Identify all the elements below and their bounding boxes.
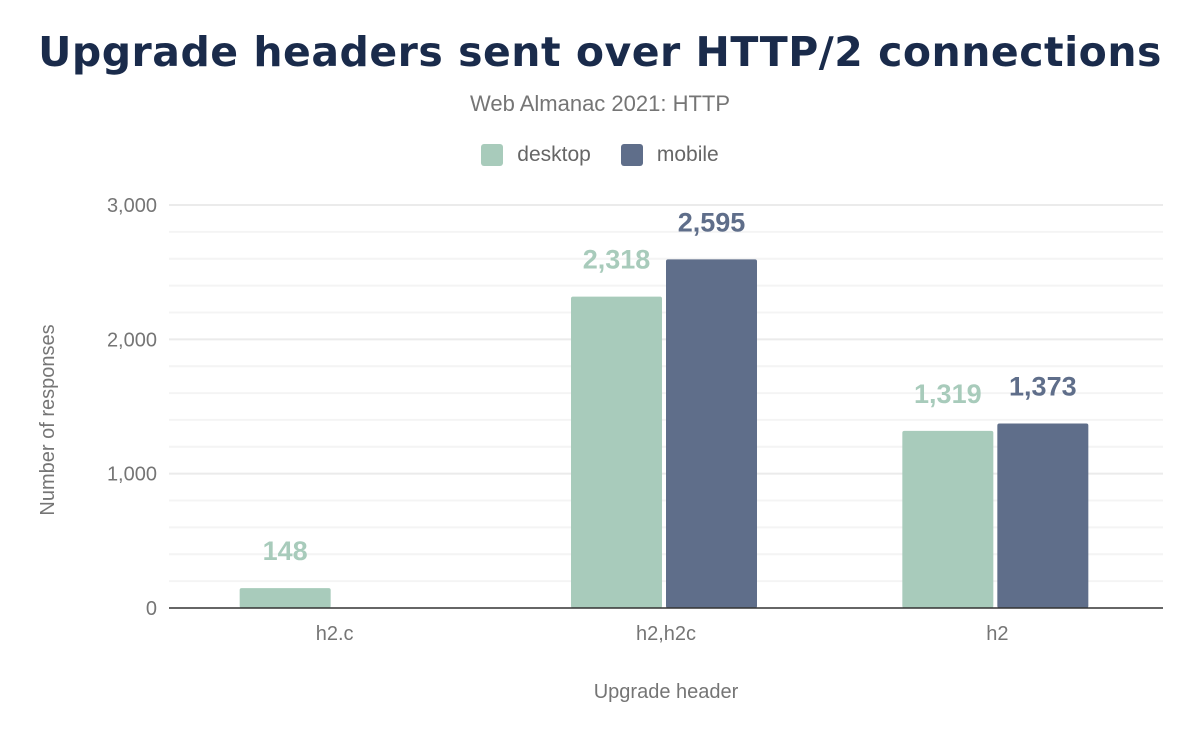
legend: desktop mobile bbox=[0, 143, 1200, 167]
bar-mobile-h2,h2c bbox=[666, 259, 757, 608]
y-tick-label: 1,000 bbox=[107, 464, 157, 486]
y-tick-label: 0 bbox=[146, 598, 157, 620]
x-tick-label: h2.c bbox=[316, 623, 354, 645]
bar-desktop-h2.c bbox=[239, 588, 331, 608]
data-label-mobile: 1,373 bbox=[1009, 372, 1077, 402]
bar-desktop-h2 bbox=[902, 430, 994, 608]
legend-label-desktop: desktop bbox=[517, 143, 591, 166]
bar-desktop-h2,h2c bbox=[571, 296, 662, 608]
legend-label-mobile: mobile bbox=[656, 143, 719, 166]
data-label-desktop: 148 bbox=[263, 536, 308, 566]
legend-item-mobile[interactable]: mobile bbox=[620, 143, 719, 167]
legend-swatch-desktop bbox=[481, 144, 504, 166]
y-axis-title: Number of responses bbox=[37, 324, 59, 515]
legend-item-desktop[interactable]: desktop bbox=[481, 143, 591, 167]
y-tick-label: 2,000 bbox=[107, 329, 157, 351]
chart-subtitle: Web Almanac 2021: HTTP bbox=[469, 91, 731, 116]
y-tick-label: 3,000 bbox=[107, 195, 157, 217]
chart-title: Upgrade headers sent over HTTP/2 connect… bbox=[38, 28, 1162, 76]
x-tick-label: h2,h2c bbox=[636, 623, 696, 645]
data-label-desktop: 2,318 bbox=[583, 245, 651, 275]
x-axis-title: Upgrade header bbox=[594, 681, 739, 703]
x-tick-label: h2 bbox=[986, 623, 1008, 645]
data-label-mobile: 2,595 bbox=[678, 207, 746, 237]
legend-swatch-mobile bbox=[620, 144, 643, 166]
data-label-desktop: 1,319 bbox=[914, 379, 982, 409]
bar-mobile-h2 bbox=[997, 423, 1089, 608]
